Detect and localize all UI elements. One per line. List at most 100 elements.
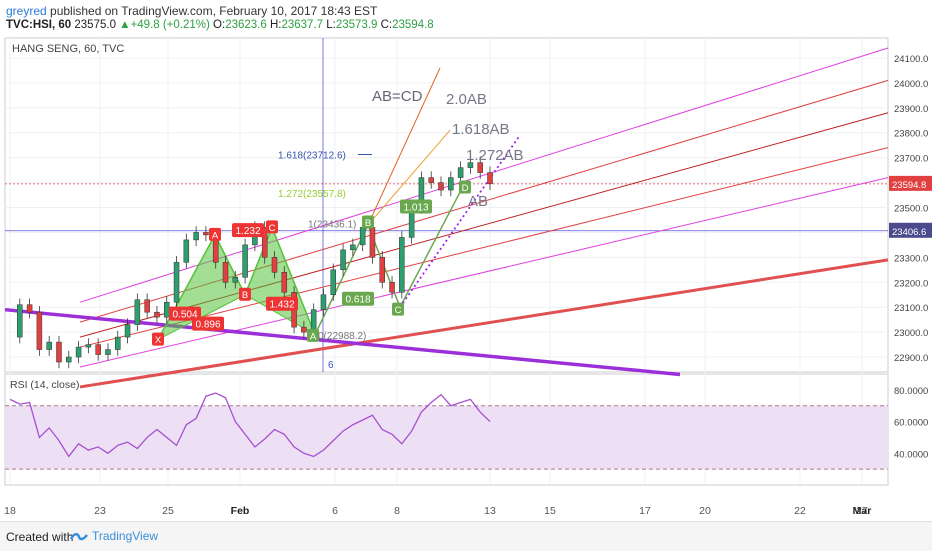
candle-body [105, 349, 111, 355]
author-link[interactable]: greyred [6, 4, 47, 18]
candle-body [330, 269, 337, 295]
tradingview-logo[interactable]: TradingView [70, 529, 158, 543]
candle-body [173, 262, 180, 303]
chart-title: HANG SENG, 60, TVC [12, 43, 124, 55]
projection-label: AB [468, 193, 488, 210]
price-tick-label: 23200.0 [894, 278, 928, 289]
x-tick-label: 22 [794, 505, 806, 517]
price-tick-label: 23300.0 [894, 253, 928, 264]
candle-body [428, 177, 434, 183]
pattern-point-badge [459, 180, 471, 194]
candle-body [85, 344, 92, 348]
candle-body [17, 304, 23, 338]
pattern-point-badge [266, 220, 278, 234]
pattern-point-label: D [462, 183, 469, 194]
candle-body [36, 311, 43, 350]
x-tick-label: 27 [856, 505, 868, 517]
candle-body [124, 324, 131, 338]
ratio-label: 1.432 [269, 300, 294, 311]
pattern-point-label: C [395, 305, 402, 316]
candle-body [75, 346, 82, 358]
candle-body [242, 244, 248, 278]
candle-body [66, 356, 72, 363]
open-label: O: [213, 19, 226, 31]
price-tick-label: 23100.0 [894, 303, 928, 314]
candle-body [163, 301, 170, 318]
price-tick-label: 24100.0 [894, 54, 928, 65]
pattern-point-badge [362, 215, 374, 229]
x-tick-label: 25 [162, 505, 174, 517]
last-price: 23575.0 [74, 19, 116, 31]
up-arrow-icon: ▲ [119, 19, 131, 31]
pattern-point-badge [209, 227, 221, 241]
projection-label: AB=CD [372, 88, 423, 105]
candle-body [193, 232, 199, 241]
price-pane [4, 37, 889, 373]
pattern-point-badge [239, 287, 251, 301]
candle-body [477, 162, 483, 173]
candle-body [457, 167, 464, 178]
candle-body [203, 232, 209, 236]
last-price-value: 23594.8 [892, 180, 926, 191]
candle-body [271, 257, 278, 273]
candle-body [95, 344, 101, 355]
candle-body [399, 237, 405, 293]
footer-bar: Created with TradingView [0, 521, 932, 551]
price-tick-label: 24000.0 [894, 79, 928, 90]
candle-body [144, 299, 150, 313]
ratio-badge [342, 291, 374, 306]
pattern-point-label: C [269, 223, 276, 234]
pattern-point-label: B [242, 290, 248, 301]
x-tick-label: 6 [332, 505, 338, 517]
crosshair-x-label: 6 [328, 360, 334, 371]
candle-body [26, 304, 33, 313]
open-value: 23623.6 [225, 19, 267, 31]
candle-body [448, 177, 454, 191]
candle-body [369, 227, 376, 258]
rsi-tick-label: 80.0000 [894, 386, 928, 397]
ohlc-line: TVC:HSI, 60 23575.0 ▲+49.8 (+0.21%) O:23… [6, 19, 434, 31]
pattern-point-badge [307, 328, 319, 342]
candle-body [438, 182, 444, 191]
close-label: C: [380, 19, 393, 31]
publish-info: published on TradingView.com, February 1… [50, 4, 378, 18]
price-change: +49.8 (+0.21%) [130, 19, 210, 31]
ratio-badge [400, 199, 432, 214]
high-value: 23637.7 [281, 19, 324, 31]
pattern-point-label: A [212, 230, 219, 241]
x-tick-label: 20 [699, 505, 711, 517]
proj-200 [367, 67, 441, 226]
chart-header: greyred published on TradingView.com, Fe… [0, 0, 932, 36]
fib-label: 1.272(23557.8) [278, 189, 346, 200]
candle-body [134, 299, 141, 325]
chart-canvas[interactable]: HANG SENG, 60, TVC 18 23 25 Feb 6 8 13 15 17 20 22 2… [0, 36, 932, 521]
ratio-label: 1.232 [235, 226, 260, 237]
candle-body [350, 244, 356, 251]
candle-body [320, 294, 327, 310]
trendline [4, 307, 681, 377]
x-tick-label: 13 [484, 505, 496, 517]
last-price-badge [889, 175, 932, 191]
ratio-badge [169, 306, 201, 321]
candle-body [487, 172, 493, 185]
projection-label: 2.0AB [446, 91, 487, 108]
rsi-band [5, 405, 888, 470]
price-tick-label: 23500.0 [894, 203, 928, 214]
candle-body [183, 239, 190, 263]
candle-body [379, 257, 385, 283]
rsi-tick-label: 60.0000 [894, 418, 928, 429]
ratio-label: 1.013 [403, 202, 428, 213]
candle-body [301, 326, 307, 333]
channel-line [79, 258, 889, 389]
pattern-point-label: X [155, 335, 162, 346]
price-tick-label: 23000.0 [894, 328, 928, 339]
candle-body [115, 336, 121, 350]
fib-label: 1(23436.1) [308, 219, 356, 230]
projection-label: 1.272AB [466, 147, 524, 164]
close-value: 23594.8 [392, 19, 434, 31]
candle-body [359, 227, 366, 246]
projection-label: 1.618AB [452, 121, 510, 138]
x-tick-label: 18 [4, 505, 16, 517]
x-tick-label: 8 [394, 505, 400, 517]
candle-body [389, 282, 395, 293]
